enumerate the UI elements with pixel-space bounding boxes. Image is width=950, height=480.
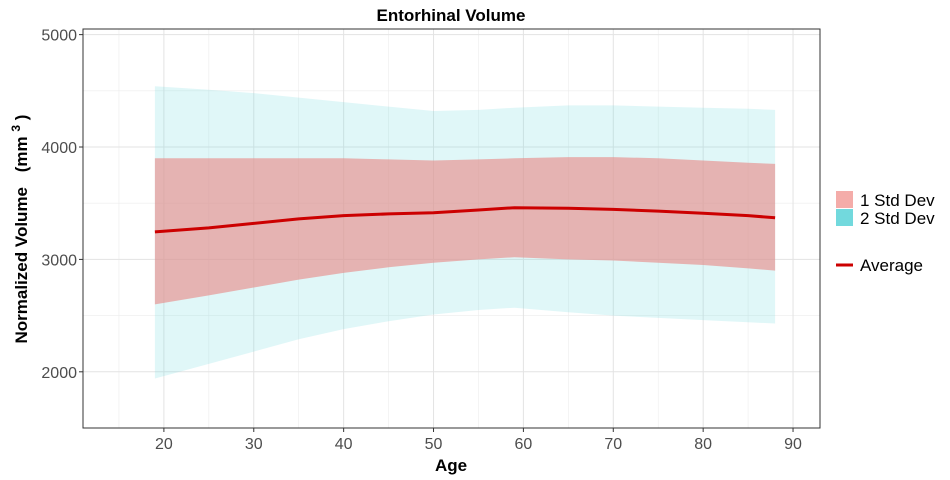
x-tick-label: 50 [425, 436, 443, 453]
x-tick-label: 30 [245, 436, 263, 453]
y-axis-title-main: Normalized Volume [12, 187, 31, 344]
x-tick-label: 60 [515, 436, 533, 453]
legend-label-2-std-dev: 2 Std Dev [860, 209, 935, 228]
y-tick-label: 4000 [41, 140, 77, 157]
band-1-std-dev [154, 157, 776, 305]
legend-key-1-std-dev [836, 191, 853, 208]
x-tick-label: 80 [694, 436, 712, 453]
y-axis-ticks: 2000 3000 4000 5000 [41, 28, 83, 382]
x-axis-ticks: 20 30 40 50 60 70 80 90 [155, 428, 802, 453]
y-axis-title-unit: (mm [12, 136, 31, 172]
legend-key-2-std-dev [836, 209, 853, 226]
y-tick-label: 3000 [41, 252, 77, 269]
x-tick-label: 90 [784, 436, 802, 453]
y-tick-label: 5000 [41, 28, 77, 45]
x-tick-label: 20 [155, 436, 173, 453]
x-tick-label: 70 [604, 436, 622, 453]
x-tick-label: 40 [335, 436, 353, 453]
band-layer [154, 86, 776, 379]
y-axis-title-unit-close: ) [12, 115, 31, 121]
legend-label-1-std-dev: 1 Std Dev [860, 191, 935, 210]
panel-border [82, 28, 821, 429]
y-axis-title-unit-exponent: 3 [9, 125, 23, 132]
legend: 1 Std Dev 2 Std Dev Average [836, 191, 935, 275]
y-tick-label: 2000 [41, 365, 77, 382]
line-layer [154, 206, 776, 234]
y-axis-title: Normalized Volume (mm 3 ) [5, 115, 31, 344]
legend-label-average: Average [860, 256, 923, 275]
chart-title: Entorhinal Volume [377, 6, 526, 25]
line-average [154, 206, 776, 234]
x-axis-title: Age [435, 456, 467, 475]
